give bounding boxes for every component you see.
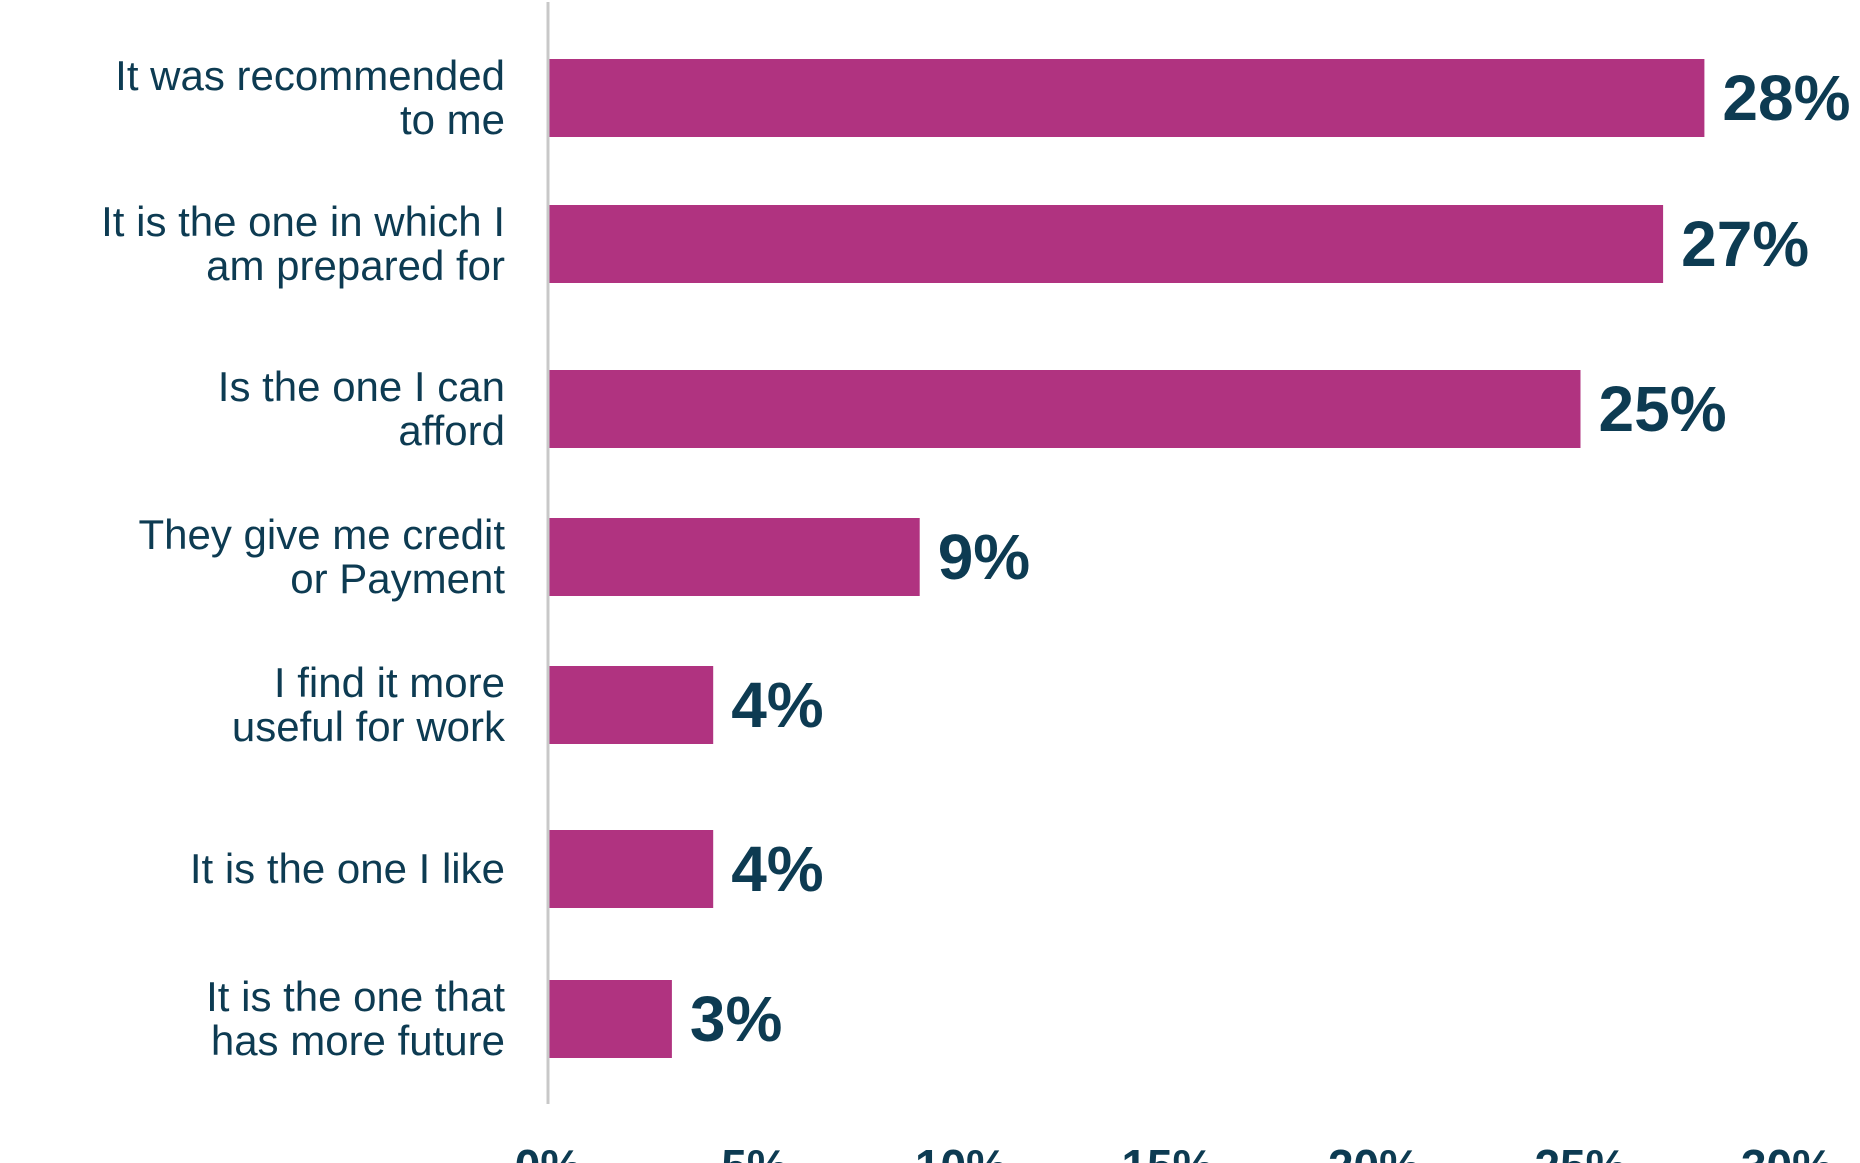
x-tick-label: 15% <box>1121 1140 1213 1163</box>
category-label-line: afford <box>398 407 505 454</box>
value-label: 4% <box>731 833 824 905</box>
category-labels-group: It was recommended to me It is the one in … <box>101 52 506 1064</box>
value-labels-group: 28% 27% 25% 9% 4% 4% 3% <box>690 62 1851 1055</box>
x-tick-label: 10% <box>915 1140 1007 1163</box>
x-tick-label: 25% <box>1534 1140 1626 1163</box>
x-tick-label: 20% <box>1328 1140 1420 1163</box>
category-label-line: They give me credit <box>139 511 506 558</box>
category-label-line: It is the one that <box>206 973 505 1020</box>
value-label: 4% <box>731 669 824 741</box>
value-label: 9% <box>938 521 1030 593</box>
bar <box>548 370 1581 448</box>
category-label: It is the one that has more future <box>206 973 505 1064</box>
bar <box>548 205 1664 283</box>
x-tick-label: 0% <box>515 1140 581 1163</box>
category-label: Is the one I can afford <box>218 363 505 454</box>
x-tick-label: 5% <box>721 1140 787 1163</box>
bar <box>548 830 714 908</box>
category-label-line: I find it more <box>274 659 505 706</box>
bars-group <box>548 59 1705 1058</box>
category-label: It is the one I like <box>190 845 505 892</box>
value-label: 28% <box>1722 62 1850 134</box>
category-label-line: has more future <box>211 1017 505 1064</box>
bar <box>548 518 920 596</box>
category-label-line: to me <box>400 96 505 143</box>
x-axis-ticks-group: 0% 5% 10% 15% 20% 25% 30% <box>515 1140 1833 1163</box>
value-label: 25% <box>1599 373 1727 445</box>
value-label: 3% <box>690 983 783 1055</box>
bar <box>548 980 672 1058</box>
category-label-line: useful for work <box>232 703 506 750</box>
bar <box>548 666 714 744</box>
category-label-line: Is the one I can <box>218 363 505 410</box>
category-label: I find it more useful for work <box>232 659 506 750</box>
category-label-line: It is the one in which I <box>101 198 505 245</box>
category-label: They give me credit or Payment <box>139 511 506 602</box>
category-label-line: or Payment <box>290 555 505 602</box>
category-label-line: am prepared for <box>206 242 505 289</box>
category-label: It was recommended to me <box>115 52 505 143</box>
bar <box>548 59 1705 137</box>
category-label-line: It was recommended <box>115 52 505 99</box>
category-label-line: It is the one I like <box>190 845 505 892</box>
x-tick-label: 30% <box>1741 1140 1833 1163</box>
value-label: 27% <box>1681 208 1809 280</box>
